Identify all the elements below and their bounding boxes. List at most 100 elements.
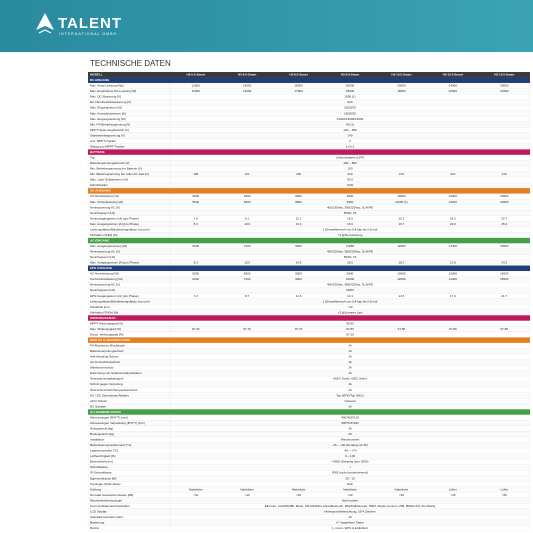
row-label: MPPT-Spannungsbereich [V] [90,128,129,132]
row-label: Batteriespannungsbereich [V] [90,161,130,165]
section-row [88,409,530,415]
cell-value: 400/230Vac; 380/220Vac, 3L/N/PE [327,283,373,287]
row [87,497,531,504]
cell-value: 400/230Vac; 380/220Vac, 3L/N/PE [327,205,373,209]
row-label: Überstromschutz/Temperaturschutz [90,388,138,392]
cell-value: 9600 [295,277,302,281]
section-title: DC-EINGANG [90,78,110,82]
row-label: AC-Nennleistung [VA] [90,194,119,198]
cell-value: Natürliche [395,487,409,491]
cell-value: 10.0 [244,222,250,226]
cell-value: 6000 [192,277,199,281]
row [87,475,531,482]
row-label: Max. Array-Leistung [Wp] [90,84,124,88]
cell-value: Lüfter [449,487,457,491]
cell-value: 16000 [500,244,509,248]
cell-value: 16.7 [399,222,405,226]
row [87,331,531,338]
cell-value: 15.0 [347,222,353,226]
cell-value: I [350,465,351,469]
cell-value: JA [348,388,352,392]
cell-value: 14400 [449,277,458,281]
cell-value: 15.2 [399,216,405,220]
row [87,293,531,299]
row-label: Kühlung [90,487,101,491]
cell-value: 0 ~ 100 [345,454,355,458]
row-label: Betriebstemperaturbereich [°C] [90,443,131,447]
row-label: Strings pro MPPT-Tracker [90,144,125,148]
cell-value: 12000 [397,277,406,281]
cell-value: <40 [347,493,352,497]
row [87,270,531,277]
row-label: Schnittstellen [90,183,108,187]
cell-value: JA [348,349,352,353]
row-label: AC-Kurzschlussschutz [90,360,121,364]
row [87,392,531,399]
row [87,182,531,189]
cell-value: Ethernet, CAN/RS485, Meter, WiLAN/WiFi+L… [265,504,436,508]
cell-value: 97.80 [449,327,457,331]
row-label: Klirrfaktor [THDi] [%] [90,233,118,237]
row [87,348,531,355]
cell-value: 8000 [295,194,302,198]
row-label: Eigenverbrauch [W] [90,476,117,480]
row-label: Installation [90,438,105,442]
cell-value: Nein [347,482,354,486]
column-header: H3-10.0-Smart [391,73,411,77]
cell-value: 30000 [500,84,509,88]
row-label: PV-Rückstrom-Blockdiode [90,344,125,348]
cell-value: 22000 [449,89,458,93]
row [87,138,531,144]
cell-value: 97.70 [295,327,303,331]
cell-value: 15000 [500,272,509,276]
row [87,82,531,89]
row [87,464,531,471]
cell-value: 400/220Vac; 380/220Vac, 3L/N/PE [327,250,373,254]
cell-value: -40 ~ +70 [344,449,357,453]
cell-value: 1 (Einstellbereich von 0.8 kap bis 0.8 i… [323,227,378,231]
cell-value: 25/25/25 [344,111,356,115]
column-header: H3-9.9-Smart [341,73,360,77]
cell-value: 25.0 [501,222,507,226]
row-label: Max. Wirkungsgrad [%] [90,327,121,331]
row [87,171,531,178]
cell-value: 18.2 [450,216,456,220]
cell-value: Nicht isoliert [342,498,359,502]
cell-value: 13.3 [296,222,302,226]
cell-value: <40 [296,493,301,497]
cell-value: 14.5 [296,261,302,265]
row [87,282,531,288]
cell-value: III(AC Seite), II(DC Seite) [333,377,367,381]
row-label: Max. Empfohlene DC-Leistung [W] [90,89,136,93]
row [87,486,531,493]
section-title: BATTERIE [90,150,105,154]
row [87,116,531,122]
row [87,165,531,172]
cell-value: 620 [347,100,352,104]
section-title: ALLGEMEINE DATEN [90,410,121,414]
cell-value: Lithiumbatterie (LFP) [336,156,364,160]
cell-value: <10 [347,305,352,309]
row-label: Typ [90,156,95,160]
cell-value: 18.2 [399,261,405,265]
cell-value: Hintergrundbeleuchtung, 16*4 Zeichen [324,509,376,513]
cell-value: 120 ~ 950 [343,128,357,132]
cell-value: 10000 [397,272,406,276]
column-header: H3-8.0-Smart [289,73,308,77]
cell-value: 3 [349,139,351,143]
cell-value: 16500 [500,277,509,281]
row-label: Leistungsfaktor/Blindleistungsfaktor (co… [90,299,150,303]
cell-value: 14.3 [347,294,353,298]
cell-value: JA [348,366,352,370]
cell-value: CAN [347,183,353,187]
cell-value: Natürliche [292,487,306,491]
cell-value: 4 * kapazitiver Taster [336,521,364,525]
cell-value: 11000 (1) [395,200,408,204]
cell-value: 97.30 [192,327,200,331]
row-label: Leistungsfaktor/Blindleistungsfaktor (co… [90,227,150,231]
cell-value: 8000 [295,272,302,276]
row-label: Wechselrichtertopologie [90,498,122,502]
cell-value: 12.1 [296,216,302,220]
column-header: MODELL [90,73,103,77]
